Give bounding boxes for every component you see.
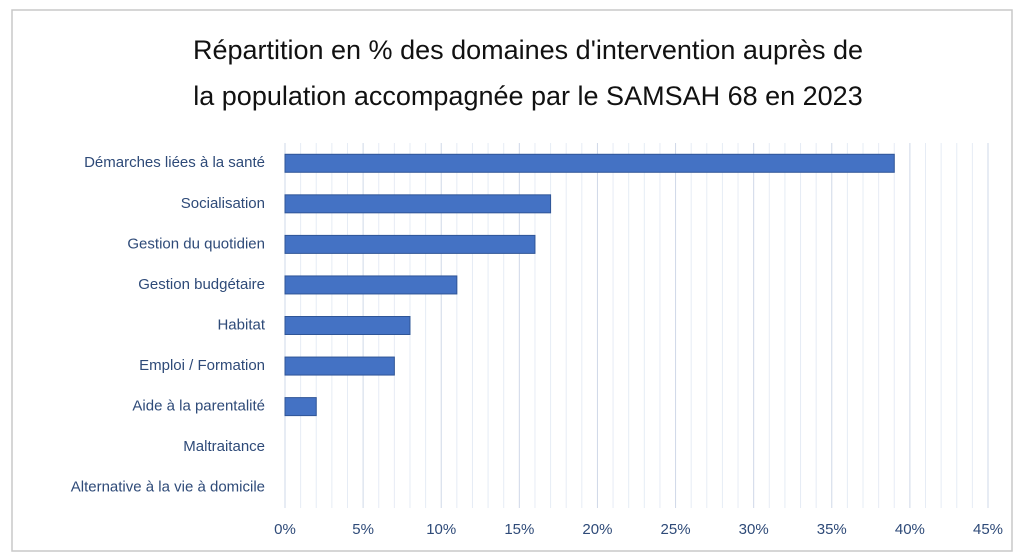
bar <box>284 316 411 335</box>
bar <box>284 153 895 173</box>
x-tick-label: 0% <box>274 521 296 538</box>
x-tick-label: 30% <box>739 521 769 538</box>
x-tick-label: 15% <box>504 521 534 538</box>
chart-frame <box>11 9 1013 552</box>
y-tick-label: Habitat <box>217 316 265 333</box>
chart-title: la population accompagnée par le SAMSAH … <box>193 81 862 111</box>
y-tick-label: Démarches liées à la santé <box>84 154 265 171</box>
y-tick-label: Maltraitance <box>183 438 265 455</box>
bar <box>284 234 536 254</box>
bar <box>284 275 458 295</box>
x-tick-label: 5% <box>352 521 374 538</box>
x-tick-label: 35% <box>817 521 847 538</box>
x-tick-label: 10% <box>426 521 456 538</box>
bar <box>284 397 317 417</box>
x-tick-label: 45% <box>973 521 1003 538</box>
y-tick-label: Gestion du quotidien <box>127 235 265 252</box>
y-tick-label: Aide à la parentalité <box>132 398 265 415</box>
x-tick-label: 40% <box>895 521 925 538</box>
y-tick-label: Socialisation <box>181 195 265 212</box>
x-tick-label: 20% <box>582 521 612 538</box>
y-tick-label: Gestion budgétaire <box>138 276 265 293</box>
chart-title: Répartition en % des domaines d'interven… <box>193 35 863 65</box>
y-tick-label: Alternative à la vie à domicile <box>71 479 265 496</box>
x-tick-label: 25% <box>661 521 691 538</box>
bar <box>284 194 552 214</box>
y-tick-label: Emploi / Formation <box>139 357 265 374</box>
bar <box>284 356 395 376</box>
